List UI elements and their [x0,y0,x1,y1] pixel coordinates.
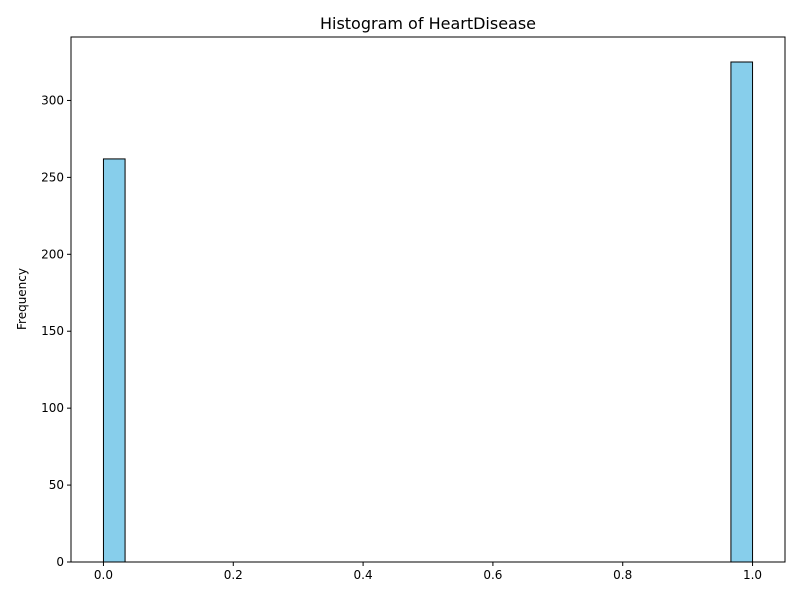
x-tick-label: 0.4 [354,568,373,582]
chart-title: Histogram of HeartDisease [320,14,536,33]
axes-frame [70,36,786,563]
bars-layer [102,61,754,563]
histogram-bar-1 [730,61,754,563]
x-tick-label: 0.2 [224,568,243,582]
y-tick-label: 150 [41,324,64,338]
x-tick-label: 0.8 [613,568,632,582]
x-tick-label: 1.0 [743,568,762,582]
x-tick-label: 0.0 [94,568,113,582]
y-tick-label: 50 [49,478,64,492]
y-axis-label: Frequency [15,268,29,330]
axes-layer: 0.0 0.2 0.4 0.6 0.8 1.0 0 50 100 150 200 250 300 [41,36,786,582]
histogram-bar-0 [102,158,126,563]
y-tick-label: 200 [41,247,64,261]
y-tick-label: 100 [41,401,64,415]
x-tick-label: 0.6 [483,568,502,582]
y-tick-label: 250 [41,170,64,184]
y-tick-label: 0 [56,555,64,569]
y-tick-label: 300 [41,93,64,107]
